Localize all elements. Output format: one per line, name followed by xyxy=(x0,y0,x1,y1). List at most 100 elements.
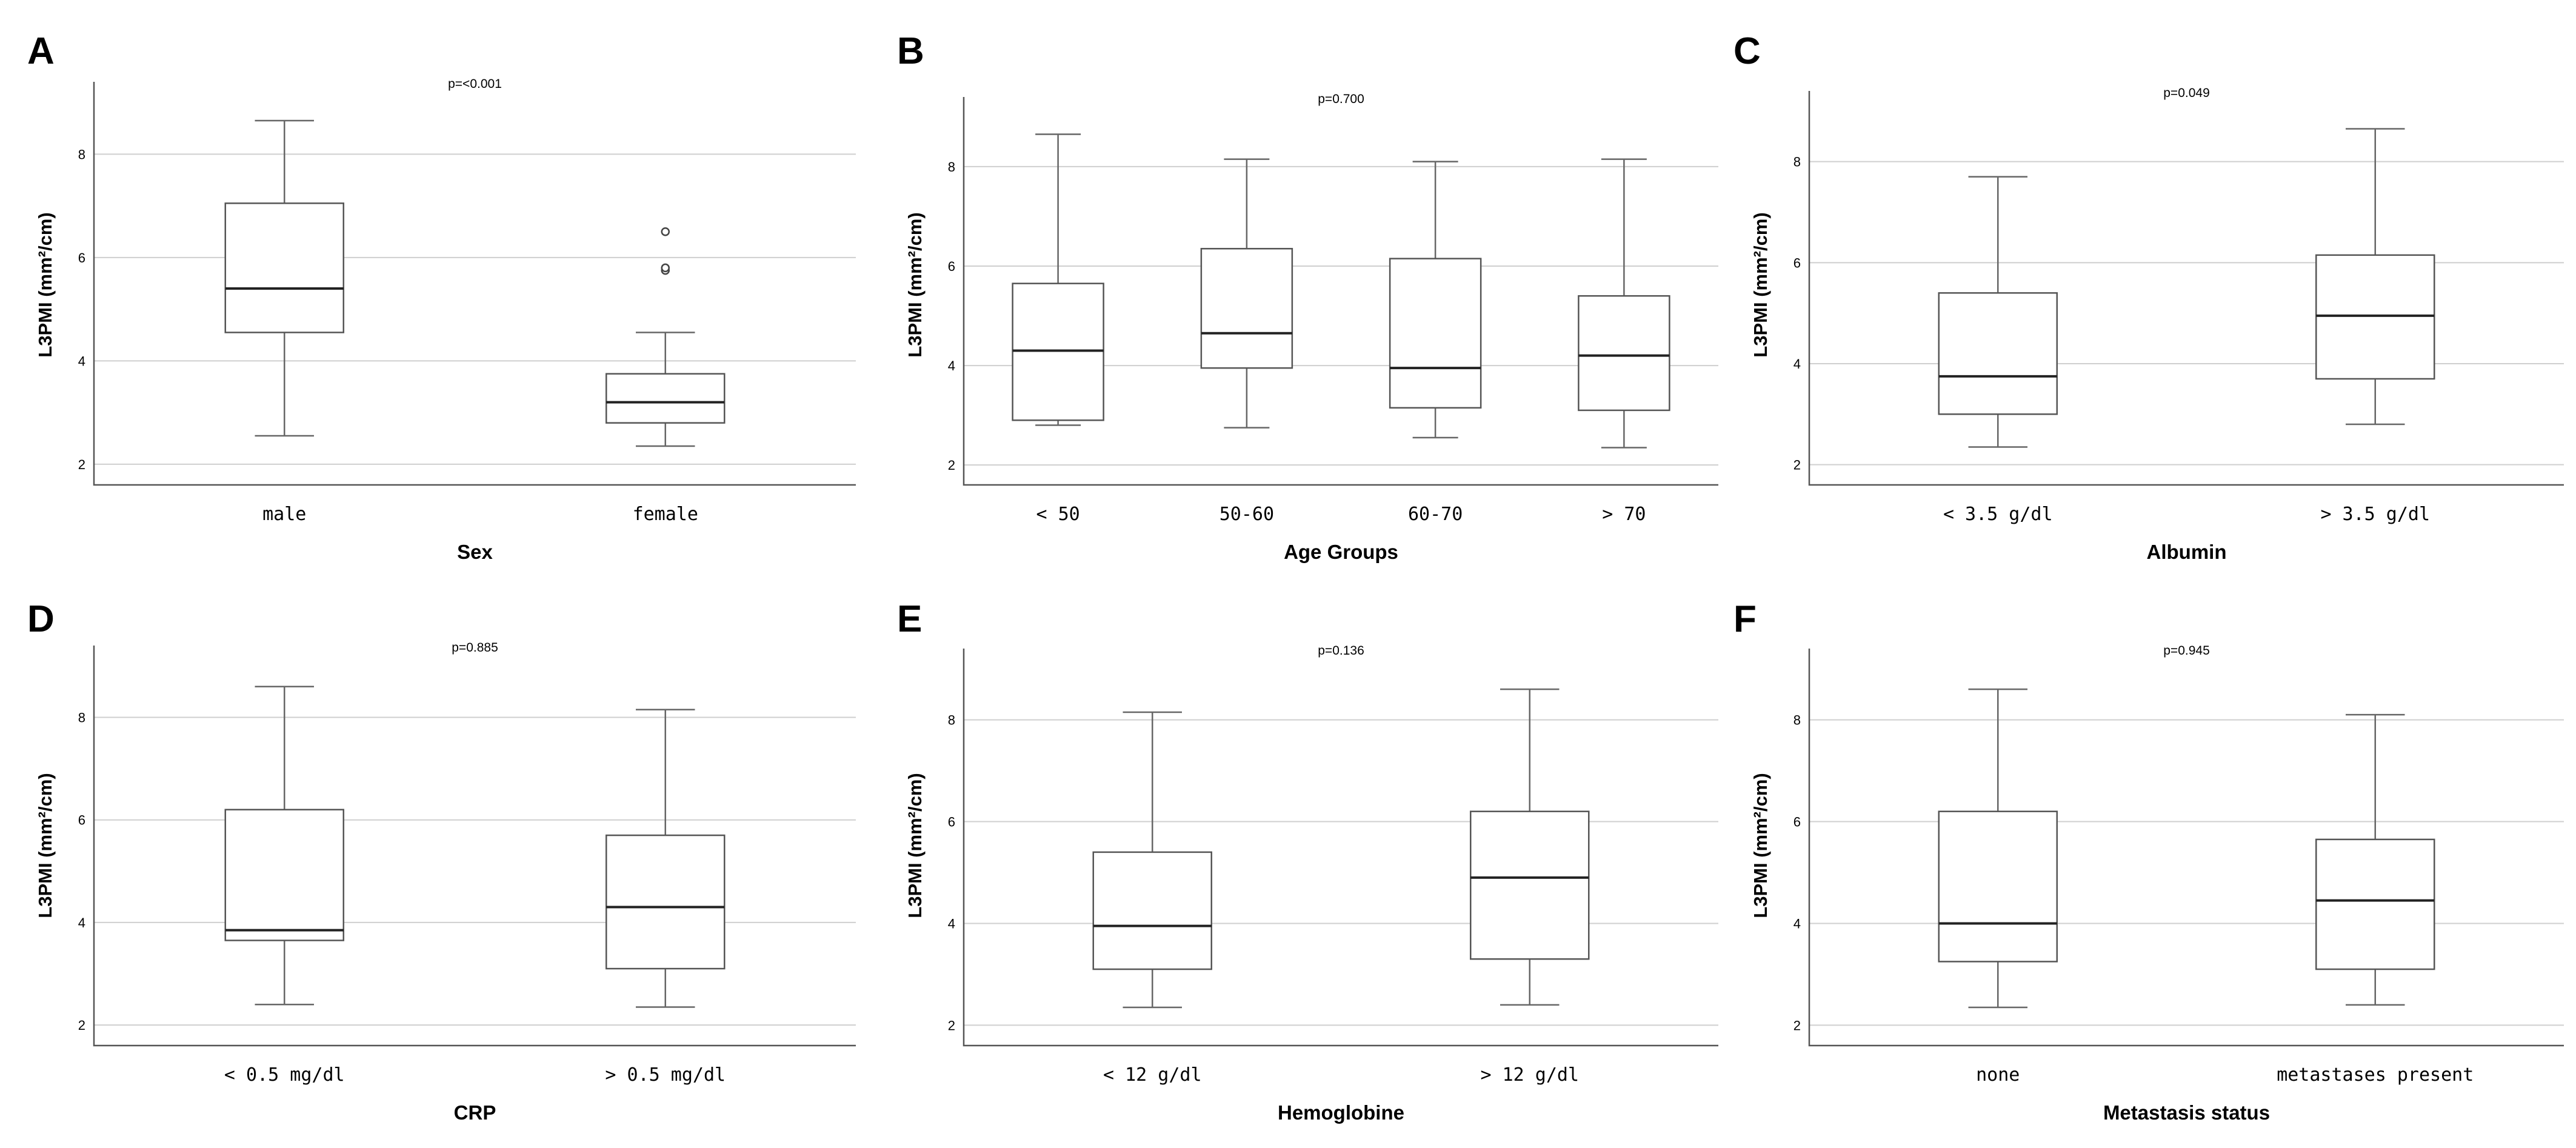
panel-letter: D xyxy=(27,598,55,640)
iqr-box xyxy=(1389,258,1482,409)
y-tick-label: 4 xyxy=(948,358,955,373)
y-axis-title: L3PMI (mm²/cm) xyxy=(1750,212,1771,357)
box-2 xyxy=(2315,713,2435,1006)
y-axis-title: L3PMI (mm²/cm) xyxy=(904,773,926,918)
y-tick-label: 6 xyxy=(1794,815,1801,830)
y-tick-label: 8 xyxy=(78,710,85,725)
iqr-box xyxy=(224,202,344,333)
y-tick-label: 6 xyxy=(948,815,955,830)
box-2 xyxy=(2315,128,2435,425)
box-2 xyxy=(1200,158,1293,429)
y-tick-label: 8 xyxy=(1794,713,1801,728)
category-label: 60-70 xyxy=(1408,504,1463,525)
x-axis-title: Albumin xyxy=(2147,541,2227,563)
panel-f: F 2 4 6 8 p=0.945 none metastases present Metast… xyxy=(1733,598,2564,1124)
box-1 xyxy=(224,119,344,437)
category-label: > 12 g/dl xyxy=(1480,1064,1579,1086)
y-tick-label: 2 xyxy=(78,457,85,472)
iqr-box xyxy=(224,809,344,941)
panel-letter: A xyxy=(27,30,55,72)
iqr-box xyxy=(1092,851,1212,970)
y-tick-label: 4 xyxy=(1794,356,1801,372)
iqr-box xyxy=(1470,810,1590,960)
y-tick-label: 4 xyxy=(78,915,85,930)
panel-letter: B xyxy=(897,30,924,72)
y-tick-label: 8 xyxy=(948,713,955,728)
box-3 xyxy=(1389,161,1482,439)
p-value-label: p=0.885 xyxy=(452,641,498,655)
panel-c: C 2 4 6 8 p=0.049 < 3.5 g/dl > 3.5 g/dl Albumin L… xyxy=(1733,30,2564,563)
axis-lines xyxy=(963,649,1718,1047)
y-axis-title: L3PMI (mm²/cm) xyxy=(1750,773,1771,918)
x-axis-title: Metastasis status xyxy=(2103,1101,2270,1124)
category-label: > 70 xyxy=(1602,504,1646,525)
iqr-box xyxy=(1012,282,1104,421)
category-label: female xyxy=(633,504,698,525)
y-axis-title: L3PMI (mm²/cm) xyxy=(35,773,56,918)
box-2 xyxy=(606,227,726,447)
category-label: metastases present xyxy=(2277,1064,2474,1086)
y-tick-label: 8 xyxy=(78,147,85,162)
category-label: > 3.5 g/dl xyxy=(2320,504,2430,525)
y-tick-label: 8 xyxy=(1794,155,1801,170)
panel-b: B 2 4 6 8 p=0.700 < 50 50-60 60-70 > 70 Age Groups… xyxy=(897,30,1718,563)
y-axis-title: L3PMI (mm²/cm) xyxy=(904,212,926,357)
box-1 xyxy=(1012,133,1104,426)
iqr-box xyxy=(2315,254,2435,380)
category-label: > 0.5 mg/dl xyxy=(605,1064,726,1086)
x-axis-title: Hemoglobine xyxy=(1278,1101,1404,1124)
y-tick-label: 2 xyxy=(1794,458,1801,473)
x-axis-title: CRP xyxy=(454,1101,496,1124)
category-label: 50-60 xyxy=(1220,504,1274,525)
x-axis-title: Age Groups xyxy=(1284,541,1398,563)
category-label: male xyxy=(262,504,306,525)
iqr-box xyxy=(606,834,726,970)
panel-a: A 2 4 6 8 p=<0.001 male female Sex L3PMI (mm²/cm) xyxy=(27,30,856,563)
box-2 xyxy=(606,709,726,1008)
box-1 xyxy=(1938,176,2058,448)
iqr-box xyxy=(1938,810,2058,963)
iqr-box xyxy=(1938,292,2058,415)
y-tick-label: 2 xyxy=(948,458,955,473)
panel-e: E 2 4 6 8 p=0.136 < 12 g/dl > 12 g/dl Hemoglobin… xyxy=(897,598,1718,1124)
y-tick-label: 6 xyxy=(78,250,85,265)
panel-letter: F xyxy=(1733,598,1757,640)
category-label: none xyxy=(1976,1064,2020,1086)
panel-letter: C xyxy=(1733,30,1761,72)
y-tick-label: 4 xyxy=(1794,916,1801,931)
y-tick-label: 2 xyxy=(948,1018,955,1033)
axis-lines xyxy=(93,646,856,1047)
y-axis-title: L3PMI (mm²/cm) xyxy=(35,212,56,357)
p-value-label: p=0.945 xyxy=(2163,644,2210,658)
panel-letter: E xyxy=(897,598,922,640)
outlier-point xyxy=(661,227,670,236)
box-1 xyxy=(224,686,344,1006)
axis-lines xyxy=(93,82,856,486)
y-tick-label: 4 xyxy=(78,353,85,369)
axis-lines xyxy=(1808,91,2564,486)
y-tick-label: 4 xyxy=(948,916,955,931)
y-tick-label: 2 xyxy=(1794,1018,1801,1033)
panel-d: D 2 4 6 8 p=0.885 < 0.5 mg/dl > 0.5 mg/dl CRP L3P… xyxy=(27,598,856,1124)
axis-lines xyxy=(1808,649,2564,1047)
y-tick-label: 6 xyxy=(948,259,955,274)
iqr-box xyxy=(2315,838,2435,970)
axis-lines xyxy=(963,97,1718,486)
iqr-box xyxy=(606,373,726,424)
y-tick-label: 8 xyxy=(948,159,955,175)
category-label: < 3.5 g/dl xyxy=(1943,504,2053,525)
p-value-label: p=0.136 xyxy=(1318,644,1364,658)
y-tick-label: 2 xyxy=(78,1018,85,1033)
outlier-point xyxy=(661,263,670,273)
p-value-label: p=<0.001 xyxy=(448,77,502,91)
box-2 xyxy=(1470,688,1590,1006)
iqr-box xyxy=(1578,295,1670,412)
category-label: < 12 g/dl xyxy=(1103,1064,1202,1086)
p-value-label: p=0.700 xyxy=(1318,92,1364,106)
box-4 xyxy=(1578,158,1670,449)
x-axis-title: Sex xyxy=(457,541,493,563)
box-1 xyxy=(1938,688,2058,1009)
box-1 xyxy=(1092,711,1212,1009)
y-tick-label: 6 xyxy=(1794,255,1801,270)
category-label: < 0.5 mg/dl xyxy=(224,1064,345,1086)
